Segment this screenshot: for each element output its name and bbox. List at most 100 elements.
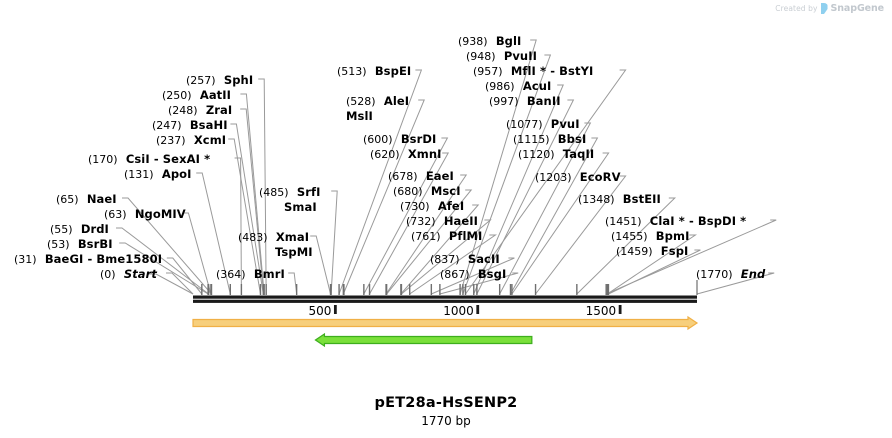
watermark-created-by-label: Created by — [775, 4, 818, 13]
label-connector — [400, 204, 480, 295]
enzyme-site-label[interactable]: (250) AatII — [162, 89, 231, 102]
enzyme-site-label[interactable]: (31) BaeGI - Bme1580I — [14, 253, 162, 266]
start-connector — [148, 273, 194, 295]
site-position: (680) — [393, 185, 423, 198]
enzyme-site-label[interactable]: (680) MscI — [393, 185, 461, 198]
site-position: (55) — [50, 223, 73, 236]
enzyme-site-label[interactable]: (678) EaeI — [388, 170, 454, 183]
enzyme-site-label[interactable]: (1459) FspI — [616, 245, 688, 258]
site-position: (1770) — [696, 268, 733, 281]
enzyme-name: BbsI — [557, 132, 587, 146]
enzyme-site-label[interactable]: (620) XmnI — [370, 148, 442, 161]
snapgene-watermark: Created by SnapGene — [775, 3, 884, 14]
enzyme-site-label[interactable]: (730) AfeI — [400, 200, 464, 213]
enzyme-name: PvuII — [503, 49, 537, 63]
label-connector — [342, 99, 425, 295]
enzyme-site-label[interactable]: (1077) PvuI — [506, 118, 580, 131]
enzyme-site-label[interactable]: (948) PvuII — [466, 50, 537, 63]
enzyme-site-label[interactable]: TspMI — [275, 246, 313, 258]
label-connector — [258, 78, 267, 295]
enzyme-site-label[interactable]: (1348) BstEII — [578, 193, 661, 206]
enzyme-site-label[interactable]: (837) SacII — [430, 253, 500, 266]
enzyme-site-label[interactable]: (986) AcuI — [485, 80, 551, 93]
label-connector — [369, 152, 450, 295]
enzyme-site-label[interactable]: (247) BsaHI — [152, 119, 228, 132]
label-connector — [119, 242, 209, 295]
ruler-major-tick — [476, 305, 480, 314]
label-connector — [409, 234, 498, 295]
enzyme-site-label[interactable]: (732) HaeII — [406, 215, 478, 228]
enzyme-site-label[interactable]: (600) BsrDI — [363, 133, 436, 146]
label-connector — [385, 174, 468, 295]
enzyme-site-label[interactable]: (528) AleI — [346, 95, 409, 108]
site-position: (247) — [152, 119, 182, 132]
site-position: (53) — [47, 238, 70, 251]
label-connector — [462, 54, 552, 295]
enzyme-name: BspEI — [374, 64, 412, 78]
enzyme-name: AfeI — [437, 199, 465, 213]
enzyme-site-label[interactable]: (1115) BbsI — [513, 133, 586, 146]
enzyme-site-label[interactable]: (170) CsiI - SexAI * — [88, 153, 210, 166]
enzyme-site-label[interactable]: SmaI — [284, 201, 317, 213]
enzyme-name: ZraI — [205, 103, 233, 117]
label-connector — [510, 137, 599, 295]
enzyme-site-label[interactable]: (997) BanII — [489, 95, 561, 108]
enzyme-site-label[interactable]: (1120) TaqII — [518, 148, 594, 161]
enzyme-name: BpmI — [655, 229, 690, 243]
site-position: (63) — [104, 208, 127, 221]
enzyme-name: AleI — [383, 94, 410, 108]
ruler-tick-label: 500 — [308, 304, 332, 318]
site-position: (483) — [238, 231, 268, 244]
enzyme-site-label[interactable]: (65) NaeI — [56, 193, 117, 206]
label-connector — [310, 235, 332, 295]
label-connector — [459, 39, 537, 295]
enzyme-site-label[interactable]: (55) DrdI — [50, 223, 109, 236]
enzyme-name: AatII — [199, 88, 232, 102]
site-position: (732) — [406, 215, 436, 228]
label-connector — [240, 108, 265, 295]
enzyme-name: XmaI — [275, 230, 310, 244]
site-position: (1120) — [518, 148, 555, 161]
page-title: pET28a-HsSENP2 — [374, 395, 518, 411]
enzyme-site-label[interactable]: (0) Start — [100, 268, 157, 281]
enzyme-site-label[interactable]: (513) BspEI — [337, 65, 411, 78]
enzyme-name: MflI * - BstYI — [510, 64, 594, 78]
enzyme-name: FspI — [660, 244, 689, 258]
site-position: (1203) — [535, 171, 572, 184]
enzyme-site-label[interactable]: (483) XmaI — [238, 231, 309, 244]
enzyme-site-label[interactable]: (1455) BpmI — [611, 230, 689, 243]
site-position: (1455) — [611, 230, 648, 243]
label-connector — [607, 234, 698, 295]
enzyme-site-label[interactable]: (957) MflI * - BstYI — [473, 65, 593, 78]
enzyme-site-label[interactable]: (131) ApoI — [124, 168, 192, 181]
label-connector — [196, 172, 231, 295]
enzyme-name: SrfI — [296, 185, 321, 199]
enzyme-site-label[interactable]: (1770) End — [696, 268, 765, 281]
enzyme-name: BglI — [495, 34, 522, 48]
enzyme-site-label[interactable]: (364) BmrI — [216, 268, 285, 281]
ruler-scale — [333, 305, 622, 314]
site-position: (867) — [440, 268, 470, 281]
enzyme-site-label[interactable]: (867) BsgI — [440, 268, 506, 281]
label-connector — [330, 190, 338, 295]
label-connector — [122, 197, 212, 295]
enzyme-site-label[interactable]: (485) SrfI — [259, 186, 320, 199]
enzyme-site-label[interactable]: (53) BsrBI — [47, 238, 113, 251]
enzyme-name: XmnI — [407, 147, 442, 161]
enzyme-name: XcmI — [193, 133, 227, 147]
enzyme-site-label[interactable]: MslI — [346, 110, 373, 122]
enzyme-site-label[interactable]: (938) BglI — [458, 35, 521, 48]
enzyme-site-label[interactable]: (761) PflMI — [411, 230, 482, 243]
enzyme-site-label[interactable]: (63) NgoMIV — [104, 208, 186, 221]
enzyme-site-label[interactable]: (1451) ClaI * - BspDI * — [605, 215, 746, 228]
site-position: (1115) — [513, 133, 550, 146]
enzyme-site-label[interactable]: (237) XcmI — [156, 134, 226, 147]
site-position: (986) — [485, 80, 515, 93]
enzyme-site-label[interactable]: (257) SphI — [186, 74, 253, 87]
site-position: (730) — [400, 200, 430, 213]
enzyme-site-label[interactable]: (1203) EcoRV — [535, 171, 621, 184]
enzyme-name: HaeII — [443, 214, 479, 228]
enzyme-site-label[interactable]: (248) ZraI — [168, 104, 232, 117]
enzyme-name: AcuI — [522, 79, 552, 93]
